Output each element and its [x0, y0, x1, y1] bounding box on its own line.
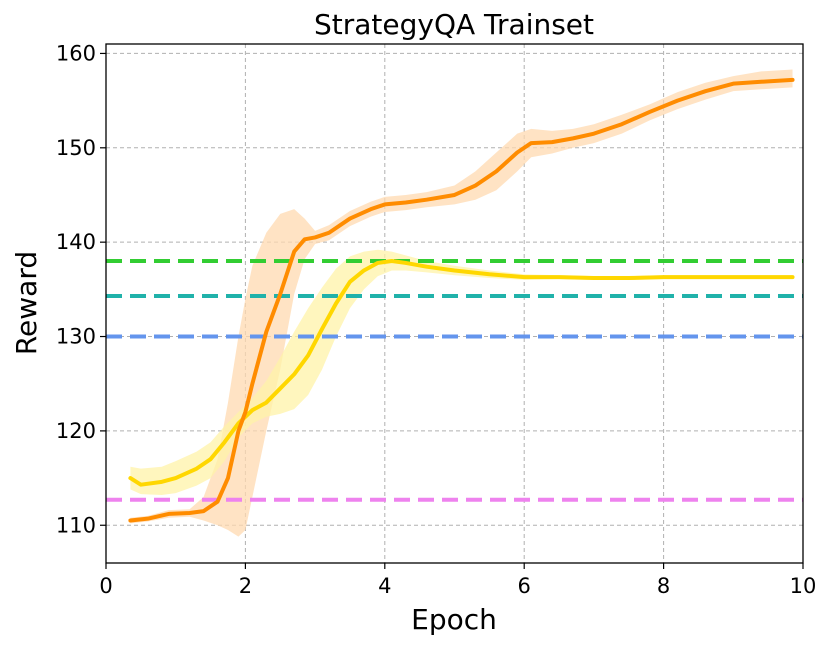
- y-axis-label: Reward: [10, 251, 43, 355]
- y-tick-label: 160: [56, 41, 96, 65]
- x-axis-label: Epoch: [411, 603, 497, 636]
- x-tick-label: 6: [518, 574, 531, 598]
- x-tick-label: 4: [378, 574, 391, 598]
- series-line-1: [128, 77, 795, 523]
- chart-title: StrategyQA Trainset: [314, 8, 594, 41]
- x-tick-label: 10: [790, 574, 817, 598]
- y-tick-label: 110: [56, 513, 96, 537]
- y-tick-label: 150: [56, 136, 96, 160]
- y-tick-label: 120: [56, 419, 96, 443]
- x-tick-label: 2: [239, 574, 252, 598]
- series-lines: [128, 77, 795, 523]
- plot-frame: [105, 43, 804, 564]
- reference-lines: [106, 259, 803, 502]
- y-tick-label: 140: [56, 230, 96, 254]
- y-tick-label: 130: [56, 325, 96, 349]
- x-tick-label: 8: [657, 574, 670, 598]
- series-line-2: [128, 259, 795, 487]
- ticks: 0 2 4 6 8 10 110 120 130 140 150 160: [56, 41, 816, 598]
- x-tick-label: 0: [99, 574, 112, 598]
- series-band-1: [130, 69, 793, 537]
